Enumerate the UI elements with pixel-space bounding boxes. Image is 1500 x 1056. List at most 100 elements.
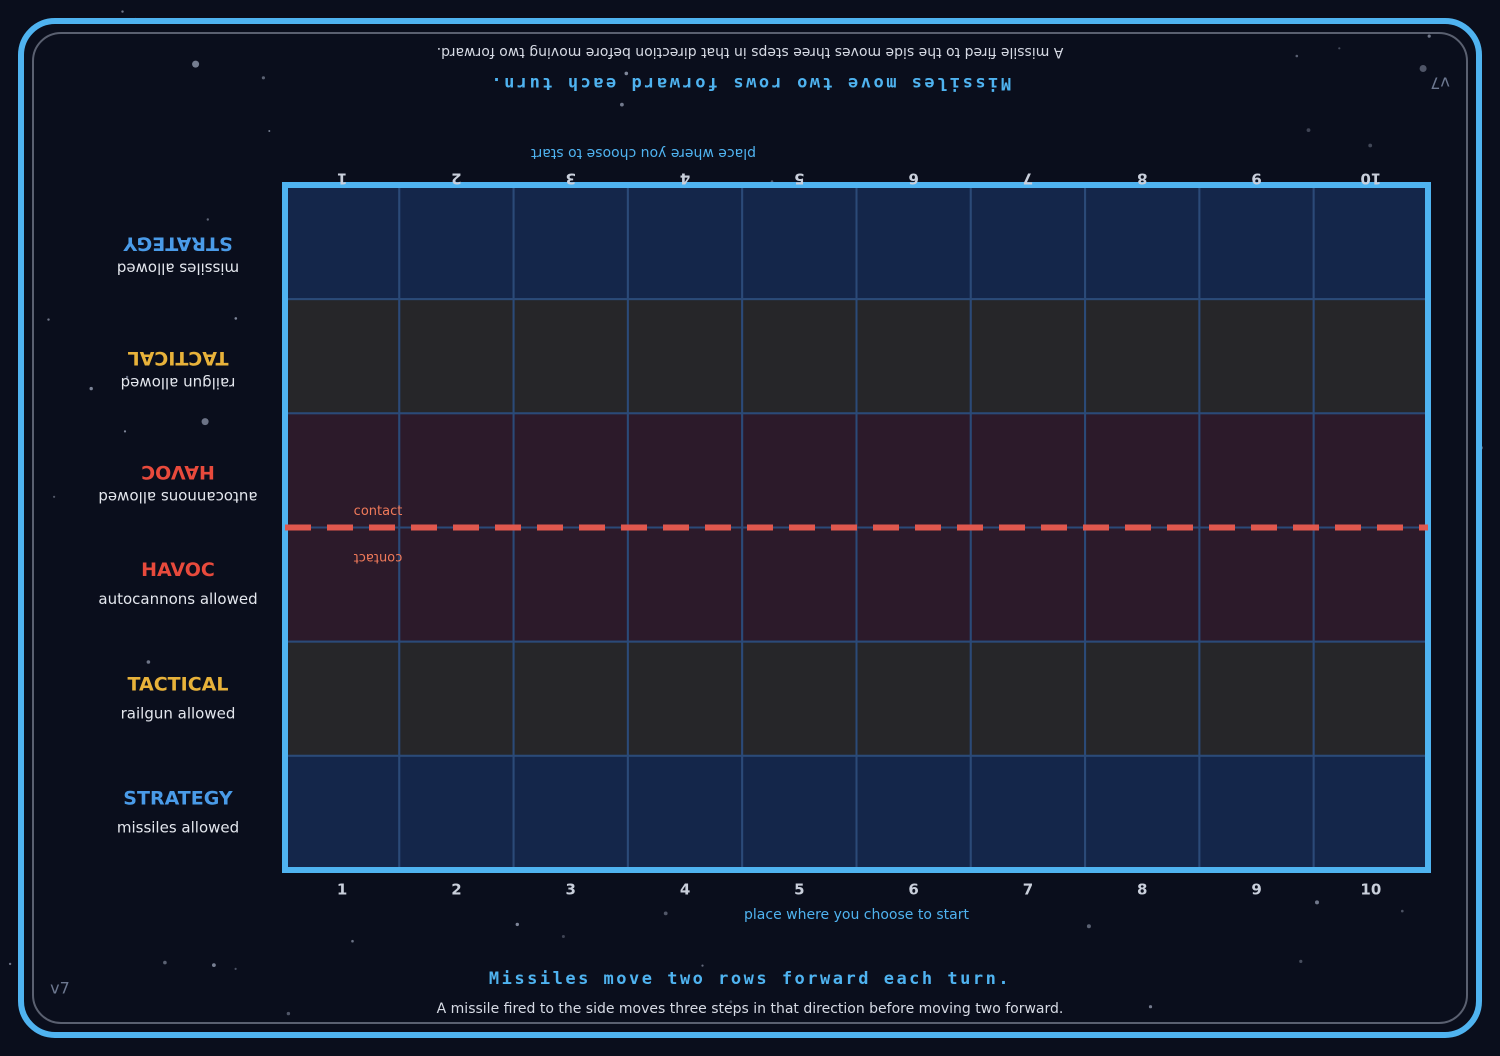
star [624, 71, 629, 76]
column-number-flipped: 1 [337, 170, 347, 188]
cell [1084, 754, 1201, 871]
cell [969, 754, 1087, 871]
column-number: 9 [1251, 881, 1261, 899]
column-number: 1 [337, 881, 347, 899]
row-note: autocannons allowed [98, 488, 257, 506]
cell [855, 412, 972, 529]
star [261, 76, 265, 80]
contact-label-flipped: contact [354, 550, 403, 565]
row-name: HAVOC [141, 461, 215, 483]
cell [969, 184, 1087, 301]
star [351, 939, 354, 943]
cell [284, 526, 401, 643]
cell [512, 184, 629, 301]
version-label: v7 [50, 979, 70, 998]
cell [284, 184, 401, 301]
star [234, 317, 238, 320]
cell [1312, 526, 1429, 643]
column-number: 3 [566, 881, 576, 899]
star [1299, 959, 1303, 964]
cell [1084, 640, 1201, 757]
star [1315, 900, 1319, 905]
star [125, 375, 129, 379]
star [192, 60, 200, 68]
column-number-flipped: 5 [794, 170, 804, 188]
star [620, 102, 624, 107]
cell [398, 298, 515, 415]
cell [626, 754, 744, 871]
star [53, 495, 56, 498]
star [201, 418, 209, 426]
cell [626, 526, 744, 643]
cell [1198, 298, 1315, 415]
cell [398, 412, 515, 529]
star [206, 218, 209, 221]
cell [969, 526, 1087, 643]
cell [1312, 298, 1429, 415]
star [1401, 909, 1404, 913]
cell [398, 526, 515, 643]
cell [969, 412, 1087, 529]
column-number: 7 [1023, 881, 1033, 899]
star [729, 1000, 733, 1004]
cell [855, 298, 972, 415]
cell [1084, 412, 1201, 529]
cell [741, 526, 858, 643]
cell [1198, 412, 1315, 529]
star [561, 935, 565, 938]
cell [969, 298, 1087, 415]
rules-detail-flipped: A missile fired to the side moves three … [437, 44, 1064, 60]
star [1419, 65, 1427, 72]
cell [512, 754, 629, 871]
cell [1198, 526, 1315, 643]
cell [741, 412, 858, 529]
star [1338, 47, 1341, 50]
cell [512, 526, 629, 643]
column-number-flipped: 8 [1137, 170, 1147, 188]
cell [512, 412, 629, 529]
column-number: 5 [794, 881, 804, 899]
star [1427, 34, 1431, 38]
cell [741, 298, 858, 415]
row-name: TACTICAL [128, 347, 229, 369]
column-number-flipped: 3 [566, 170, 576, 188]
star [123, 430, 127, 433]
cell [512, 640, 629, 757]
cell [284, 754, 401, 871]
row-name: STRATEGY [123, 233, 233, 255]
star [47, 318, 50, 321]
cell [969, 640, 1087, 757]
cell [284, 640, 401, 757]
cell [398, 640, 515, 757]
cell [741, 754, 858, 871]
column-number-flipped: 10 [1360, 170, 1381, 188]
star [1295, 54, 1299, 58]
row-note: railgun allowed [121, 704, 236, 722]
star [515, 922, 519, 927]
star [8, 962, 12, 966]
inner-frame [32, 32, 1468, 1024]
cell [855, 526, 972, 643]
grid [282, 182, 1431, 873]
contact-label: contact [354, 504, 403, 519]
cell [512, 298, 629, 415]
cell [1312, 184, 1429, 301]
column-number: 4 [680, 881, 690, 899]
cell [855, 754, 972, 871]
cell [626, 298, 744, 415]
column-number: 10 [1360, 881, 1381, 899]
rules-headline-flipped: Missiles move two rows forward each turn… [489, 73, 1011, 93]
star [212, 963, 216, 967]
column-number-flipped: 2 [451, 170, 461, 188]
column-number-flipped: 6 [908, 170, 918, 188]
star [663, 911, 668, 916]
cell [1198, 184, 1315, 301]
star [146, 660, 151, 664]
column-number-flipped: 9 [1251, 170, 1261, 188]
cell [398, 184, 515, 301]
cell [1198, 640, 1315, 757]
labels: STRATEGY missiles allowed TACTICAL railgun … [50, 44, 1450, 1017]
cell [1084, 298, 1201, 415]
rules-detail: A missile fired to the side moves three … [437, 1001, 1064, 1017]
